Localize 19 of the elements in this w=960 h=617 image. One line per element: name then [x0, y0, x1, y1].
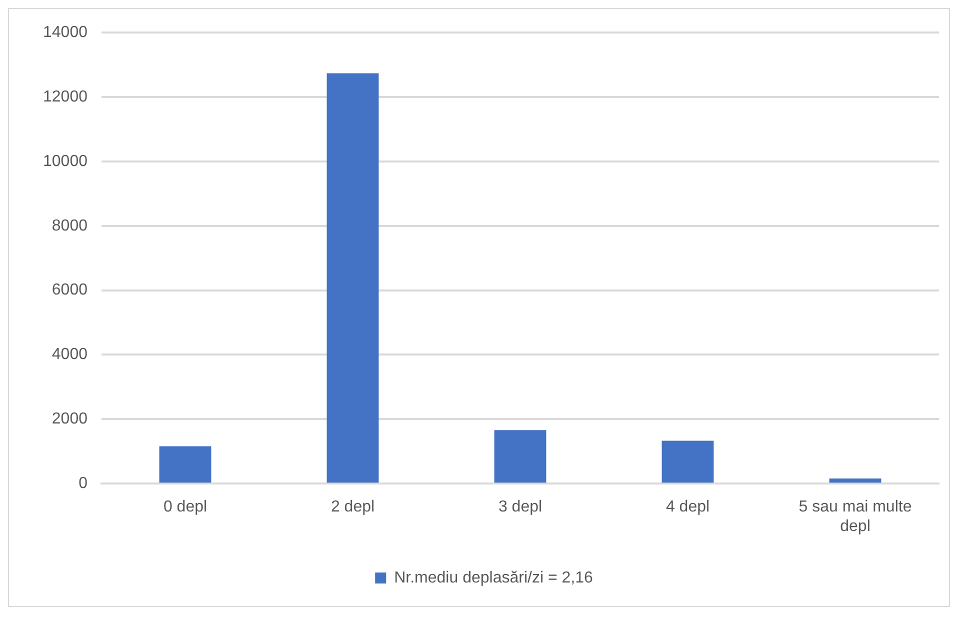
- y-tick-label: 14000: [42, 24, 88, 42]
- x-tick-label: 2 depl: [330, 498, 375, 516]
- bar: [662, 440, 714, 483]
- x-tick-label: 3 depl: [498, 498, 542, 516]
- y-tick-label: 2000: [52, 410, 88, 428]
- y-tick-label: 10000: [42, 152, 88, 170]
- bar: [159, 446, 212, 483]
- y-tick-label: 12000: [42, 88, 88, 106]
- y-tick-label: 0: [78, 475, 88, 492]
- bar: [494, 430, 546, 483]
- x-tick-label: 5 sau mai multe depl: [798, 498, 912, 535]
- x-tick-label: 4 depl: [666, 498, 710, 516]
- y-tick-label: 4000: [52, 346, 88, 364]
- legend-label: Nr.mediu deplasări/zi = 2,16: [394, 569, 593, 586]
- bar: [326, 73, 379, 483]
- x-tick-label: 0 depl: [163, 498, 208, 516]
- bar: [829, 478, 882, 483]
- y-tick-label: 6000: [52, 282, 88, 299]
- y-tick-label: 8000: [52, 217, 88, 234]
